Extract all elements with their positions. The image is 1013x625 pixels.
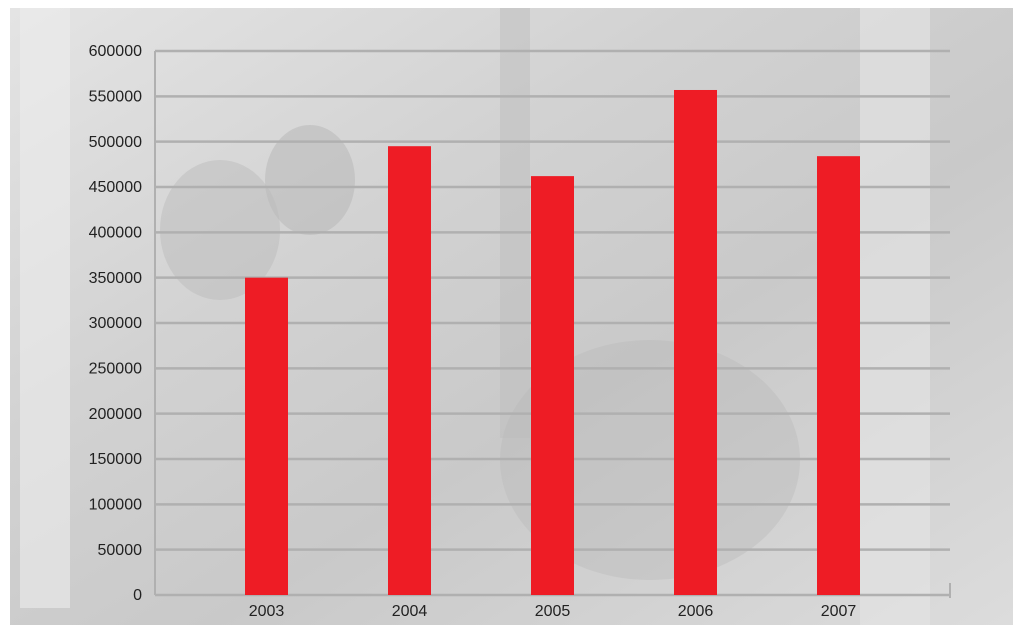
- background-shape: [860, 8, 930, 625]
- y-tick-label: 250000: [89, 361, 142, 378]
- x-tick-label: 2005: [535, 603, 571, 620]
- x-tick-label: 2007: [821, 603, 857, 620]
- background-shape: [500, 8, 530, 438]
- y-tick-label: 50000: [98, 542, 143, 559]
- y-tick-label: 450000: [89, 179, 142, 196]
- y-tick-label: 500000: [89, 134, 142, 151]
- y-tick-label: 350000: [89, 270, 142, 287]
- y-tick-label: 600000: [89, 43, 142, 60]
- y-tick-label: 400000: [89, 225, 142, 242]
- y-tick-label: 550000: [89, 89, 142, 106]
- bar: [674, 89, 717, 595]
- y-tick-label: 300000: [89, 315, 142, 332]
- x-tick-label: 2006: [678, 603, 714, 620]
- x-tick-label: 2004: [392, 603, 428, 620]
- bar: [817, 156, 860, 595]
- x-tick-label: 2003: [249, 603, 285, 620]
- labels: 0 50000 100000 150000 200000 250000 300000 3500…: [89, 43, 857, 620]
- y-tick-label: 200000: [89, 406, 142, 423]
- background-shape: [265, 125, 355, 235]
- bar: [388, 146, 431, 595]
- y-tick-label: 100000: [89, 497, 142, 514]
- background-shape: [20, 8, 70, 608]
- bar: [245, 277, 288, 595]
- bars: [245, 89, 860, 595]
- y-tick-label: 0: [133, 587, 142, 604]
- bar: [531, 176, 574, 595]
- background-shape: [160, 160, 280, 300]
- y-tick-label: 150000: [89, 451, 142, 468]
